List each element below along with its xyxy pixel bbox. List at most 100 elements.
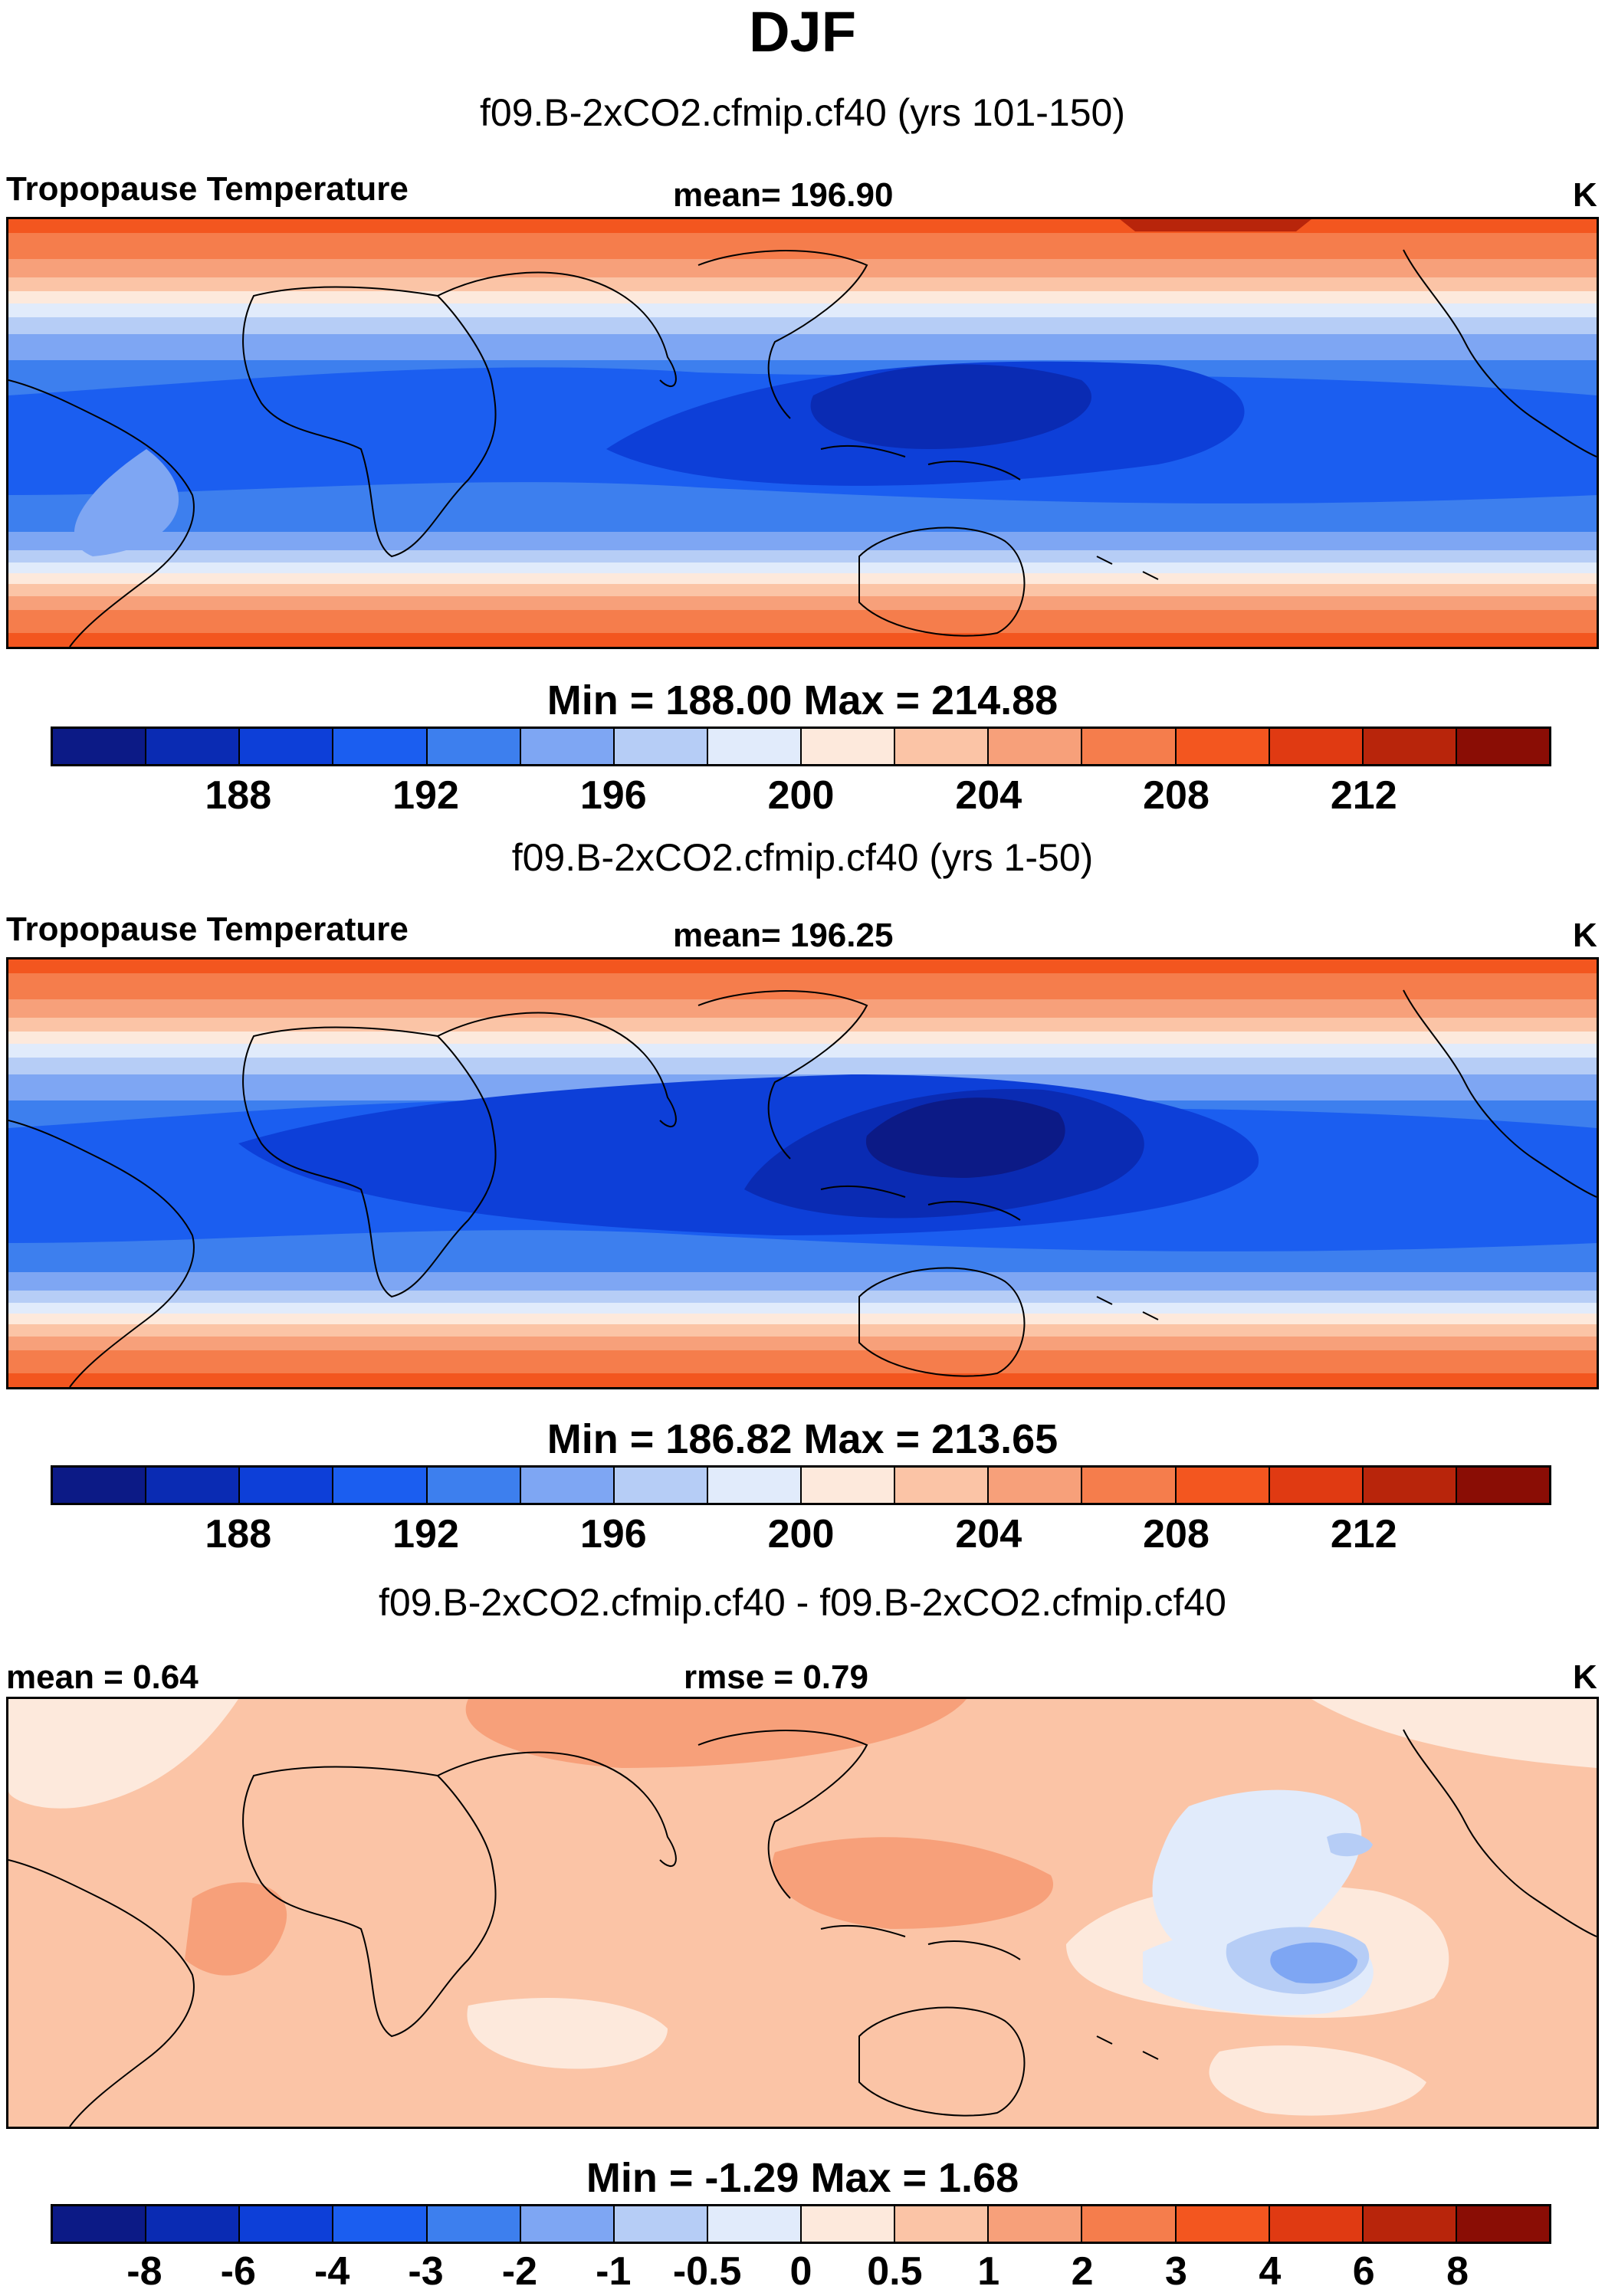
- colorbar-tick-label: 4: [1259, 2249, 1282, 2294]
- colorbar-box: [895, 2206, 990, 2242]
- colorbar-box: [1456, 729, 1549, 764]
- colorbar-box: [240, 2206, 334, 2242]
- colorbar-box: [520, 1468, 615, 1503]
- panel-1-map-svg: [8, 219, 1597, 647]
- colorbar-tick-label: 0: [789, 2249, 812, 2294]
- colorbar-tick-label: -2: [501, 2249, 537, 2294]
- colorbar-box: [53, 729, 147, 764]
- colorbar-box: [427, 2206, 521, 2242]
- colorbar-box: [614, 2206, 708, 2242]
- colorbar-box: [989, 1468, 1083, 1503]
- panel-2-colorbar: [51, 1465, 1551, 1505]
- panel-3-colorbar-ticks: -8 -6 -4 -3 -2 -1 -0.5 0 0.5 1 2 3 4 6 8: [0, 2248, 1605, 2294]
- colorbar-box: [1176, 729, 1270, 764]
- colorbar-tick-label: -3: [408, 2249, 444, 2294]
- panel-1-units-label: K: [1573, 176, 1597, 214]
- colorbar-tick-label: 196: [579, 1512, 647, 1556]
- panel-1-subtitle: f09.B-2xCO2.cfmip.cf40 (yrs 101-150): [480, 91, 1125, 134]
- colorbar-box: [146, 1468, 241, 1503]
- colorbar-box: [1269, 1468, 1364, 1503]
- panel-1-colorbar: [51, 727, 1551, 766]
- colorbar-box: [1176, 1468, 1270, 1503]
- colorbar-tick-label: 3: [1165, 2249, 1187, 2294]
- colorbar-box: [1269, 729, 1364, 764]
- panel-2-minmax: Min = 186.82 Max = 213.65: [546, 1416, 1059, 1462]
- colorbar-box: [895, 1468, 990, 1503]
- panel-1-mean-label: mean= 196.90: [673, 176, 894, 214]
- colorbar-tick-label: 200: [767, 1512, 835, 1556]
- colorbar-box: [614, 1468, 708, 1503]
- colorbar-tick-label: -8: [126, 2249, 162, 2294]
- colorbar-box: [53, 1468, 147, 1503]
- colorbar-box: [1082, 729, 1177, 764]
- panel-3-map: [6, 1697, 1599, 2129]
- colorbar-tick-label: 212: [1330, 773, 1397, 818]
- panel-2-colorbar-ticks: 188 192 196 200 204 208 212: [0, 1511, 1605, 1557]
- panel-1-variable-label: Tropopause Temperature: [6, 170, 409, 208]
- panel-3-colorbar: [51, 2204, 1551, 2244]
- colorbar-box: [146, 2206, 241, 2242]
- panel-3-units-label: K: [1573, 1658, 1597, 1696]
- colorbar-tick-label: 0.5: [867, 2249, 923, 2294]
- colorbar-box: [1082, 2206, 1177, 2242]
- colorbar-box: [427, 1468, 521, 1503]
- colorbar-tick-label: -1: [596, 2249, 632, 2294]
- panel-3-rmse-label: rmse = 0.79: [684, 1658, 868, 1696]
- colorbar-box: [707, 2206, 802, 2242]
- colorbar-tick-label: -4: [314, 2249, 350, 2294]
- colorbar-box: [1363, 1468, 1457, 1503]
- colorbar-tick-label: 204: [955, 1512, 1022, 1556]
- panel-2-variable-label: Tropopause Temperature: [6, 910, 409, 948]
- colorbar-tick-label: 8: [1446, 2249, 1469, 2294]
- colorbar-tick-label: 192: [392, 773, 459, 818]
- colorbar-box: [989, 729, 1083, 764]
- colorbar-tick-label: 1: [977, 2249, 1000, 2294]
- colorbar-tick-label: 208: [1143, 773, 1209, 818]
- panel-2-map: [6, 957, 1599, 1389]
- colorbar-box: [240, 1468, 334, 1503]
- colorbar-tick-label: -0.5: [672, 2249, 742, 2294]
- panel-2-map-svg: [8, 959, 1597, 1387]
- panel-3-subtitle: f09.B-2xCO2.cfmip.cf40 - f09.B-2xCO2.cfm…: [379, 1581, 1226, 1624]
- colorbar-tick-label: 188: [205, 1512, 272, 1556]
- colorbar-box: [53, 2206, 147, 2242]
- colorbar-box: [802, 1468, 896, 1503]
- colorbar-tick-label: 192: [392, 1512, 459, 1556]
- colorbar-tick-label: -6: [220, 2249, 256, 2294]
- colorbar-tick-label: 200: [767, 773, 835, 818]
- colorbar-box: [895, 729, 990, 764]
- colorbar-box: [333, 2206, 428, 2242]
- colorbar-box: [333, 729, 428, 764]
- colorbar-box: [1363, 2206, 1457, 2242]
- colorbar-box: [802, 729, 896, 764]
- colorbar-box: [240, 729, 334, 764]
- colorbar-box: [707, 729, 802, 764]
- colorbar-tick-label: 196: [579, 773, 647, 818]
- page-title: DJF: [749, 0, 856, 64]
- panel-3-map-svg: [8, 1699, 1597, 2127]
- colorbar-box: [802, 2206, 896, 2242]
- colorbar-tick-label: 212: [1330, 1512, 1397, 1556]
- colorbar-box: [707, 1468, 802, 1503]
- colorbar-tick-label: 2: [1071, 2249, 1094, 2294]
- colorbar-box: [1456, 2206, 1549, 2242]
- colorbar-box: [146, 729, 241, 764]
- colorbar-tick-label: 188: [205, 773, 272, 818]
- panel-1-map: [6, 217, 1599, 649]
- panel-1-minmax: Min = 188.00 Max = 214.88: [546, 677, 1059, 723]
- colorbar-box: [1082, 1468, 1177, 1503]
- colorbar-box: [614, 729, 708, 764]
- panel-3-mean-label: mean = 0.64: [6, 1658, 199, 1696]
- panel-2-mean-label: mean= 196.25: [673, 917, 894, 954]
- colorbar-box: [989, 2206, 1083, 2242]
- colorbar-box: [1176, 2206, 1270, 2242]
- colorbar-box: [520, 2206, 615, 2242]
- colorbar-box: [520, 729, 615, 764]
- colorbar-box: [1269, 2206, 1364, 2242]
- colorbar-tick-label: 208: [1143, 1512, 1209, 1556]
- panel-1-colorbar-ticks: 188 192 196 200 204 208 212: [0, 772, 1605, 818]
- panel-2-subtitle: f09.B-2xCO2.cfmip.cf40 (yrs 1-50): [511, 836, 1094, 879]
- colorbar-box: [1456, 1468, 1549, 1503]
- panel-2-units-label: K: [1573, 917, 1597, 954]
- colorbar-tick-label: 204: [955, 773, 1022, 818]
